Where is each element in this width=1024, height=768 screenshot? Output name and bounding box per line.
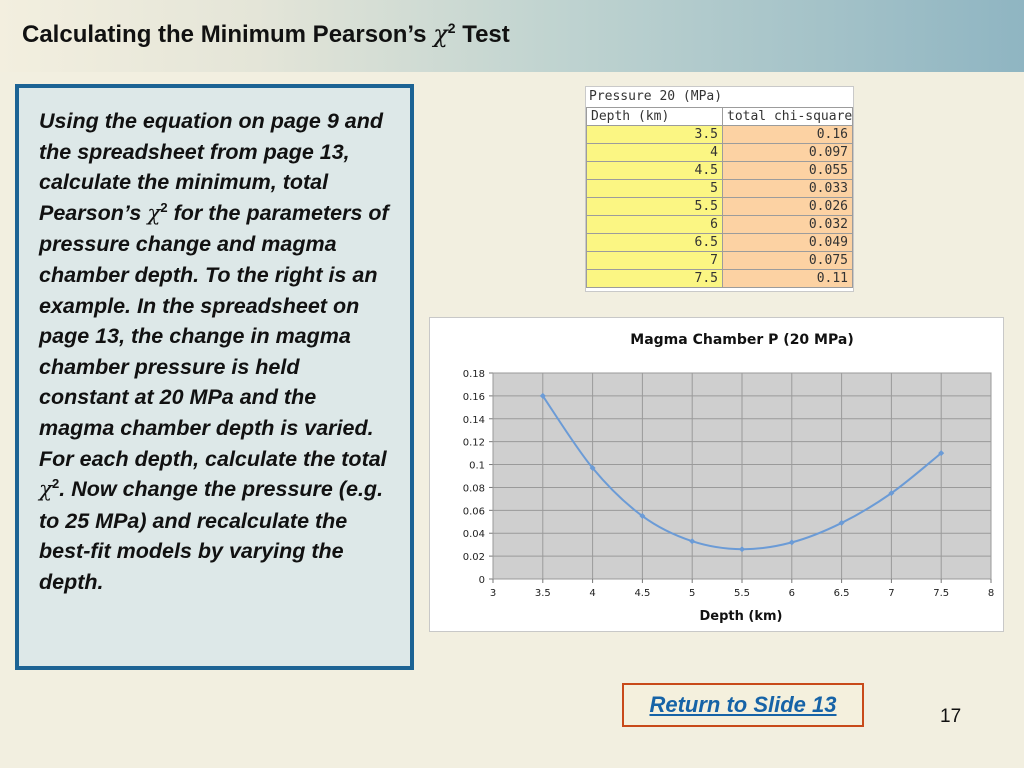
y-tick-label: 0.04 — [463, 529, 485, 540]
slide-title: Calculating the Minimum Pearson’s χ2 Tes… — [22, 20, 510, 49]
data-point — [838, 519, 845, 526]
depth-cell: 5.5 — [586, 197, 723, 216]
depth-cell: 6.5 — [586, 233, 723, 252]
x-tick-label: 4.5 — [634, 588, 650, 599]
y-tick-label: 0.06 — [463, 506, 485, 517]
x-tick-label: 5.5 — [734, 588, 750, 599]
depth-cell: 6 — [586, 215, 723, 234]
series-line — [541, 395, 942, 551]
chi-square-cell: 0.075 — [722, 251, 853, 270]
table-row: 7 0.075 — [586, 251, 853, 270]
data-point — [689, 538, 696, 545]
chi-square-cell: 0.055 — [722, 161, 853, 180]
chart-svg: 0 0.02 0.04 0.06 0.08 0.1 0.12 0.14 0.16 0.18 3 3.5… — [463, 332, 994, 624]
chi-square-cell: 0.026 — [722, 197, 853, 216]
table-row: 5 0.033 — [586, 179, 853, 198]
x-axis-label: Depth (km) — [700, 609, 783, 624]
instruction-part2: for the parameters of pressure change an… — [39, 200, 389, 471]
page-number: 17 — [940, 706, 962, 727]
spreadsheet-table: Depth (km) total chi-square 3.5 0.16 4 0.09… — [586, 107, 853, 288]
data-point — [888, 490, 895, 497]
spreadsheet: Pressure 20 (MPa) Depth (km) total chi-s… — [585, 86, 854, 292]
data-point — [539, 392, 546, 399]
instruction-chi2: χ — [39, 477, 53, 503]
data-point — [788, 539, 795, 546]
instruction-text: Using the equation on page 9 and the spr… — [39, 106, 394, 598]
table-row: 7.5 0.11 — [586, 269, 853, 288]
return-to-slide-13-link[interactable]: Return to Slide 13 — [622, 683, 864, 727]
spreadsheet-column-headers: Depth (km) total chi-square — [586, 107, 853, 126]
slide-title-sup: 2 — [447, 20, 456, 36]
table-row: 4 0.097 — [586, 143, 853, 162]
x-tick-label: 3 — [490, 588, 496, 599]
chi-square-cell: 0.097 — [722, 143, 853, 162]
x-tick-label: 4 — [589, 588, 595, 599]
data-point — [938, 450, 945, 457]
data-point — [739, 546, 745, 553]
table-row: 5.5 0.026 — [586, 197, 853, 216]
depth-cell: 5 — [586, 179, 723, 198]
depth-cell: 4 — [586, 143, 723, 162]
y-tick-label: 0 — [479, 575, 485, 586]
depth-cell: 3.5 — [586, 125, 723, 144]
data-point — [589, 464, 596, 471]
y-tick-label: 0.14 — [463, 415, 485, 426]
x-tick-label: 8 — [988, 588, 994, 599]
chi-square-cell: 0.032 — [722, 215, 853, 234]
table-row: 3.5 0.16 — [586, 125, 853, 144]
depth-cell: 4.5 — [586, 161, 723, 180]
x-tick-label: 3.5 — [535, 588, 551, 599]
table-row: 4.5 0.055 — [586, 161, 853, 180]
x-tick-label: 7.5 — [933, 588, 949, 599]
slide-title-end: Test — [455, 21, 510, 48]
instruction-chi1: χ — [147, 200, 161, 226]
x-tick-label: 6.5 — [834, 588, 850, 599]
table-row: 6 0.032 — [586, 215, 853, 234]
instruction-part3: . Now change the pressure (e.g. to 25 MP… — [39, 477, 384, 594]
instruction-part1: Using the equation on page 9 and the spr… — [39, 109, 384, 225]
y-tick-label: 0.18 — [463, 369, 485, 380]
y-tick-label: 0.1 — [469, 461, 485, 472]
y-tick-label: 0.08 — [463, 483, 485, 494]
column-header-depth: Depth (km) — [586, 107, 723, 126]
slide-title-chi: χ — [433, 20, 448, 48]
spreadsheet-header: Pressure 20 (MPa) — [589, 89, 723, 104]
instruction-sup2: 2 — [52, 476, 60, 492]
y-tick-label: 0.12 — [463, 438, 485, 449]
x-tick-label: 6 — [789, 588, 795, 599]
x-tick-label: 5 — [689, 588, 695, 599]
chart: 0 0.02 0.04 0.06 0.08 0.1 0.12 0.14 0.16 0.18 3 3.5… — [429, 317, 1004, 632]
chi-square-cell: 0.033 — [722, 179, 853, 198]
x-tick-label: 7 — [888, 588, 894, 599]
data-point — [639, 513, 646, 520]
title-bar: Calculating the Minimum Pearson’s χ2 Tes… — [0, 0, 1024, 72]
chi-square-cell: 0.049 — [722, 233, 853, 252]
y-tick-label: 0.16 — [463, 392, 485, 403]
instruction-sup1: 2 — [160, 199, 168, 215]
depth-cell: 7 — [586, 251, 723, 270]
chart-title: Magma Chamber P (20 MPa) — [630, 332, 853, 348]
chi-square-cell: 0.11 — [722, 269, 853, 288]
column-header-chi: total chi-square — [722, 107, 853, 126]
chi-square-cell: 0.16 — [722, 125, 853, 144]
table-row: 6.5 0.049 — [586, 233, 853, 252]
depth-cell: 7.5 — [586, 269, 723, 288]
slide-title-text: Calculating the Minimum Pearson’s — [22, 21, 434, 48]
instruction-textbox: Using the equation on page 9 and the spr… — [15, 84, 414, 670]
y-tick-label: 0.02 — [463, 552, 485, 563]
